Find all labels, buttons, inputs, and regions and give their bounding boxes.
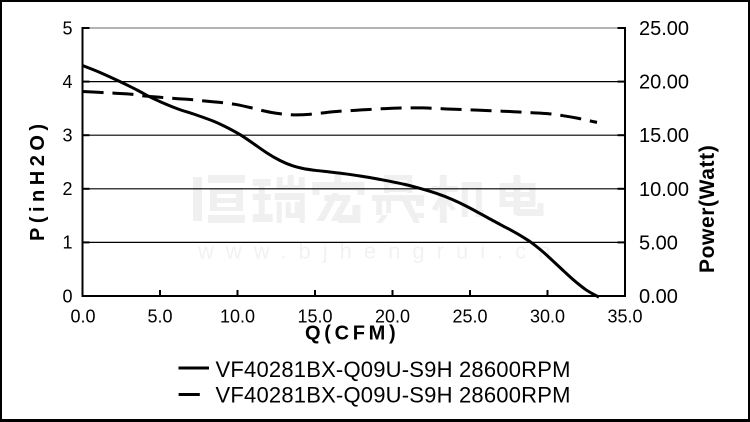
svg-text:2: 2 — [62, 179, 72, 199]
svg-text:5.0: 5.0 — [147, 307, 172, 327]
svg-text:10.0: 10.0 — [220, 307, 255, 327]
svg-text:35.0: 35.0 — [607, 307, 642, 327]
svg-text:VF40281BX-Q09U-S9H 28600RPM: VF40281BX-Q09U-S9H 28600RPM — [216, 357, 571, 382]
svg-text:10.00: 10.00 — [639, 179, 689, 201]
svg-text:20.0: 20.0 — [375, 307, 410, 327]
svg-text:1: 1 — [62, 233, 72, 253]
svg-text:0.0: 0.0 — [70, 307, 95, 327]
svg-text:15.00: 15.00 — [639, 125, 689, 147]
svg-text:20.00: 20.00 — [639, 72, 689, 94]
svg-text:0.00: 0.00 — [639, 286, 678, 308]
svg-text:25.00: 25.00 — [639, 18, 689, 40]
svg-text:0: 0 — [62, 286, 72, 306]
svg-text:5: 5 — [62, 18, 72, 38]
svg-text:3: 3 — [62, 126, 72, 146]
svg-text:15.0: 15.0 — [297, 307, 332, 327]
svg-text:P(inH2O): P(inH2O) — [27, 119, 49, 241]
svg-text:4: 4 — [62, 72, 72, 92]
svg-text:Q(CFM): Q(CFM) — [305, 322, 399, 344]
svg-text:Power(Watt): Power(Watt) — [696, 145, 719, 273]
svg-text:25.0: 25.0 — [452, 307, 487, 327]
svg-text:30.0: 30.0 — [530, 307, 565, 327]
svg-text:VF40281BX-Q09U-S9H 28600RPM: VF40281BX-Q09U-S9H 28600RPM — [216, 383, 571, 408]
svg-text:5.00: 5.00 — [639, 232, 678, 254]
